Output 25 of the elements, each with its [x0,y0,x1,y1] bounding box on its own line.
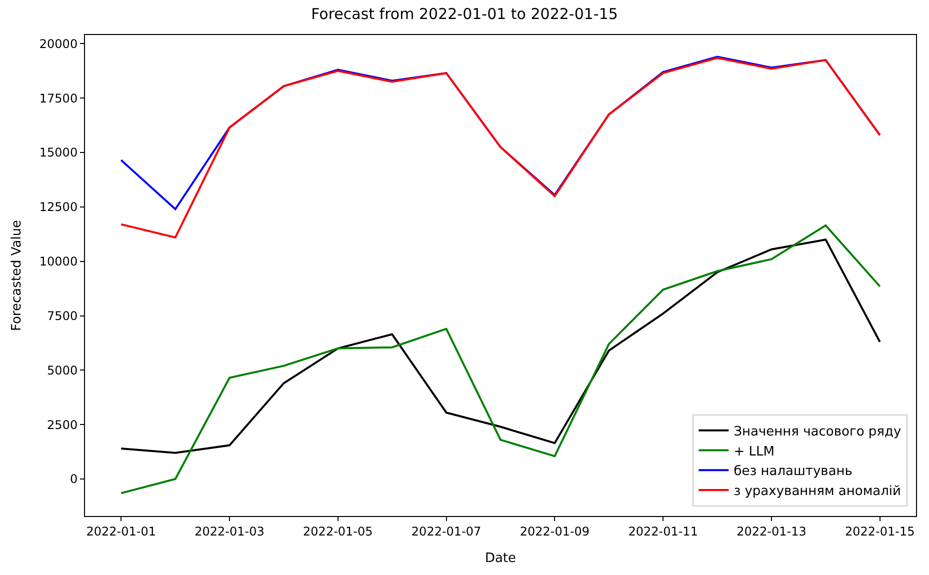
x-tick-label: 2022-01-07 [411,524,482,538]
y-tick-label: 5000 [47,363,78,378]
y-tick-label: 10000 [39,254,78,269]
x-tick-label: 2022-01-13 [736,524,806,538]
legend-label: без налаштувань [734,464,852,480]
x-tick-label: 2022-01-01 [86,524,156,538]
x-axis-title: Date [484,551,516,566]
y-tick-label: 7500 [47,308,78,323]
y-tick-label: 2500 [47,418,78,432]
line-series [120,56,881,238]
y-tick-label: 0 [70,472,78,486]
x-tick-label: 2022-01-09 [520,524,590,538]
y-axis-title: Forecasted Value [9,220,24,332]
y-tick-label: 15000 [39,146,78,160]
x-tick-label: 2022-01-11 [628,524,698,538]
y-tick-label: 20000 [39,36,78,51]
legend-label: + LLM [734,444,774,460]
legend-label: Значення часового ряду [734,424,902,440]
x-tick-label: 2022-01-05 [303,524,373,538]
y-tick-label: 12500 [39,200,78,214]
x-tick-label: 2022-01-15 [844,524,915,538]
chart-title: Forecast from 2022-01-01 to 2022-01-15 [311,5,618,24]
legend-label: з урахуванням аномалій [734,484,901,500]
y-tick-label: 17500 [39,91,78,106]
x-tick-label: 2022-01-03 [194,524,264,538]
